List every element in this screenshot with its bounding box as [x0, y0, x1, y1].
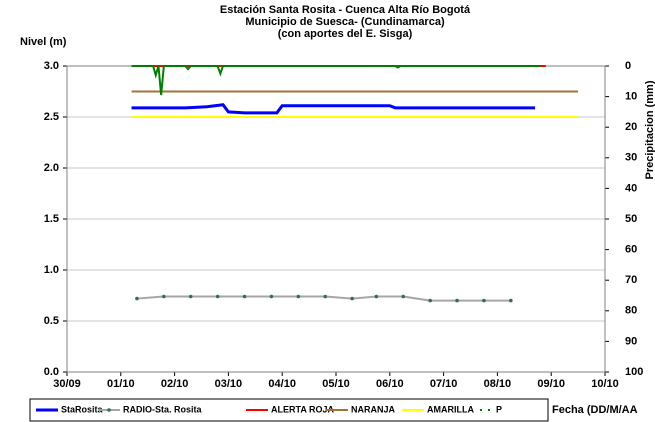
chart-subtitle: Municipio de Suesca- (Cundinamarca): [245, 16, 445, 28]
y-tick-label: 0.0: [44, 366, 59, 378]
y2-tick-label: 20: [625, 121, 637, 133]
y-tick-label: 1.0: [44, 264, 59, 276]
x-tick-label: 10/10: [591, 378, 619, 390]
x-tick-label: 03/10: [215, 378, 243, 390]
legend-label: P: [496, 404, 502, 414]
chart-title: Estación Santa Rosita - Cuenca Alta Río …: [220, 4, 471, 16]
y2-axis-label: Precipitacion (mm): [644, 80, 655, 179]
series-marker: [242, 294, 247, 299]
x-tick-label: 05/10: [322, 378, 350, 390]
legend-swatch: [480, 409, 482, 411]
y2-tick-label: 90: [625, 335, 637, 347]
y-tick-label: 3.0: [44, 60, 59, 72]
y2-tick-label: 10: [625, 91, 637, 103]
x-tick-label: 09/10: [537, 378, 565, 390]
y2-tick-label: 60: [625, 244, 637, 256]
x-tick-label: 07/10: [430, 378, 458, 390]
series-marker: [350, 296, 354, 301]
x-tick-label: 30/09: [53, 378, 81, 390]
x-tick-label: 04/10: [268, 378, 296, 390]
legend-label: NARANJA: [351, 404, 396, 414]
y-tick-label: 1.5: [44, 213, 59, 225]
y2-tick-label: 30: [625, 152, 637, 164]
series-marker: [296, 294, 301, 299]
chart-subtitle: (con aportes del E. Sisga): [278, 28, 413, 40]
legend-label: AMARILLA: [427, 404, 474, 414]
series-line: [131, 103, 536, 115]
series-marker: [509, 298, 513, 303]
y-tick-label: 2.5: [44, 111, 59, 123]
series-marker: [269, 294, 274, 299]
series-marker: [374, 294, 379, 299]
legend-label: RADIO-Sta. Rosita: [123, 404, 203, 414]
series-marker: [401, 294, 406, 299]
y-axis-label: Nivel (m): [20, 36, 67, 48]
series-marker: [323, 294, 328, 299]
series-line: [131, 65, 541, 96]
series-marker: [188, 294, 193, 299]
y2-tick-label: 70: [625, 274, 637, 286]
legend-label: ALERTA ROJA: [271, 404, 335, 414]
series-marker: [215, 294, 220, 299]
series-marker: [162, 294, 166, 299]
y-tick-label: 2.0: [44, 162, 59, 174]
legend-marker: [107, 408, 111, 412]
legend: [29, 398, 549, 422]
y2-tick-label: 50: [625, 213, 637, 225]
legend-label: StaRosita: [61, 404, 104, 414]
y2-tick-label: 0: [625, 60, 631, 72]
x-axis-label: Fecha (DD/M/AA: [552, 404, 638, 416]
y2-tick-label: 40: [625, 182, 637, 194]
y2-tick-label: 80: [625, 305, 637, 317]
x-tick-label: 02/10: [161, 378, 189, 390]
y-tick-label: 0.5: [44, 315, 59, 327]
series-marker: [135, 296, 139, 301]
y2-tick-label: 100: [625, 366, 643, 378]
legend-swatch: [488, 409, 490, 411]
x-tick-label: 08/10: [484, 378, 512, 390]
series-marker: [455, 298, 459, 303]
series-marker: [482, 298, 486, 303]
series-marker: [428, 298, 432, 303]
x-tick-label: 01/10: [107, 378, 135, 390]
x-tick-label: 06/10: [376, 378, 404, 390]
